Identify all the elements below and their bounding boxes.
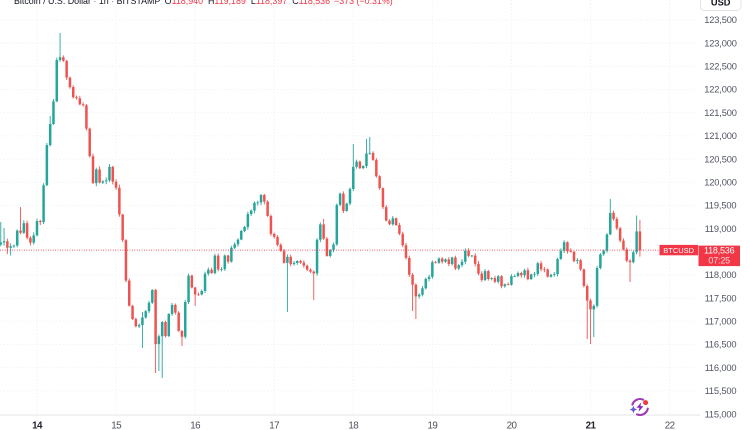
svg-text:119,000: 119,000 bbox=[705, 224, 737, 234]
svg-text:115,500: 115,500 bbox=[705, 386, 737, 396]
svg-text:19: 19 bbox=[427, 421, 437, 430]
svg-text:17: 17 bbox=[269, 421, 279, 430]
svg-text:123,500: 123,500 bbox=[704, 15, 737, 25]
svg-text:22: 22 bbox=[665, 421, 675, 430]
svg-text:18: 18 bbox=[348, 421, 359, 430]
svg-text:118,536: 118,536 bbox=[704, 246, 735, 256]
svg-text:120,500: 120,500 bbox=[704, 154, 737, 164]
svg-text:115,000: 115,000 bbox=[705, 409, 737, 419]
svg-text:121,500: 121,500 bbox=[704, 108, 737, 118]
svg-text:14: 14 bbox=[32, 421, 43, 430]
svg-text:119,500: 119,500 bbox=[705, 201, 737, 211]
svg-text:USD: USD bbox=[711, 0, 731, 8]
svg-text:121,000: 121,000 bbox=[704, 131, 737, 141]
svg-text:117,000: 117,000 bbox=[705, 317, 737, 327]
svg-text:117,500: 117,500 bbox=[705, 293, 737, 303]
svg-text:122,000: 122,000 bbox=[704, 85, 737, 95]
svg-text:123,000: 123,000 bbox=[704, 38, 737, 48]
svg-text:116,000: 116,000 bbox=[705, 363, 737, 373]
svg-text:BTCUSD: BTCUSD bbox=[663, 246, 694, 255]
svg-text:15: 15 bbox=[111, 421, 122, 430]
svg-text:122,500: 122,500 bbox=[704, 62, 737, 72]
svg-text:120,000: 120,000 bbox=[704, 178, 737, 188]
svg-text:20: 20 bbox=[507, 421, 518, 430]
svg-text:21: 21 bbox=[586, 421, 597, 430]
svg-text:118,000: 118,000 bbox=[705, 270, 737, 280]
svg-text:07:25: 07:25 bbox=[708, 255, 730, 265]
svg-text:116,500: 116,500 bbox=[705, 340, 737, 350]
svg-text:16: 16 bbox=[190, 421, 201, 430]
